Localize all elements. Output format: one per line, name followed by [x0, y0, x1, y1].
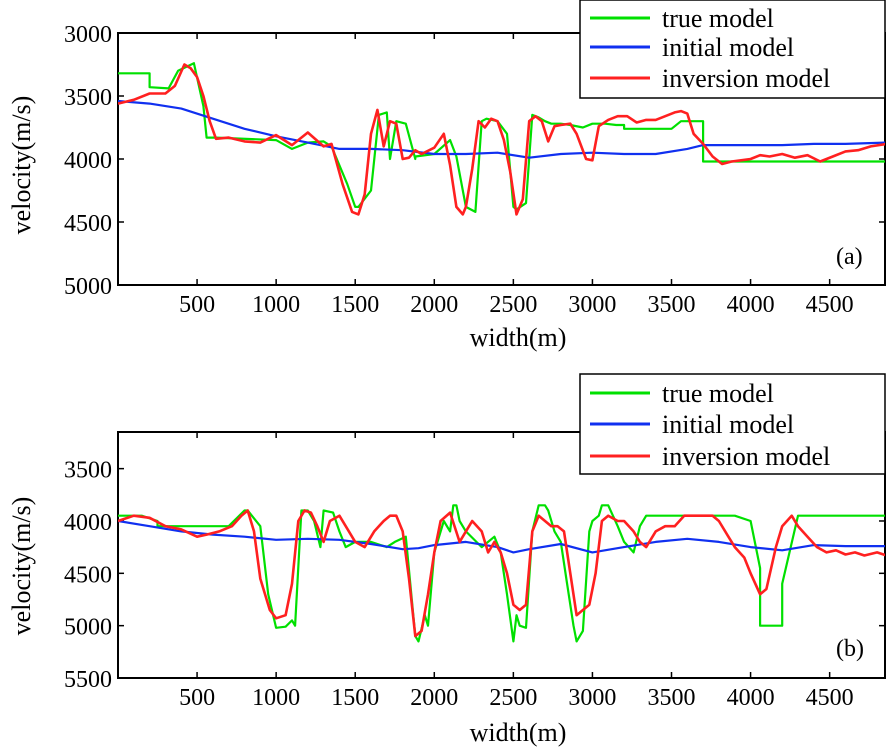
series-line-inversion-model-a — [118, 63, 885, 216]
x-tick-label-4000: 4000 — [727, 292, 775, 318]
x-tick-label-4000: 4000 — [727, 685, 775, 711]
x-tick-label-2500: 2500 — [489, 685, 537, 711]
y-tick-label-5500: 5500 — [64, 667, 112, 693]
panel-b: 500 1000 1500 2000 2500 3000 3500 4000 4500 3500 4… — [7, 373, 886, 747]
x-tick-label-1000: 1000 — [252, 292, 300, 318]
y-tick-label-4000: 4000 — [64, 148, 112, 174]
y-tick-label-3000: 3000 — [64, 22, 112, 48]
x-axis-label-b: width(m) — [470, 718, 567, 747]
series-line-initial-model-a — [118, 99, 885, 159]
x-tick-label-1500: 1500 — [331, 292, 379, 318]
y-tick-label-4500: 4500 — [64, 211, 112, 237]
legend-label-true-a: true model — [662, 4, 774, 33]
legend-label-initial-b: initial model — [662, 410, 794, 439]
y-tick-label-5000: 5000 — [64, 274, 112, 300]
ticks-a: 500 1000 1500 2000 2500 3000 3500 4000 4500 3000 3… — [64, 22, 885, 318]
y-axis-label-b: velocity(m/s) — [7, 497, 36, 636]
x-tick-label-2000: 2000 — [410, 292, 458, 318]
x-tick-label-500: 500 — [179, 292, 215, 318]
y-tick-label-3500: 3500 — [64, 458, 112, 484]
legend-label-true-b: true model — [662, 379, 774, 408]
x-axis-label-a: width(m) — [470, 323, 567, 352]
y-tick-label-4500: 4500 — [64, 562, 112, 588]
x-tick-label-2000: 2000 — [410, 685, 458, 711]
y-tick-label-5000: 5000 — [64, 615, 112, 641]
panel-label-b: (b) — [836, 636, 864, 662]
legend-label-initial-a: initial model — [662, 33, 794, 62]
legend-b: true model initial model inversion model — [579, 373, 886, 475]
legend-a: true model initial model inversion model — [579, 0, 886, 99]
x-tick-label-4500: 4500 — [806, 685, 854, 711]
legend-label-inversion-b: inversion model — [662, 442, 830, 471]
x-tick-label-3500: 3500 — [648, 292, 696, 318]
x-tick-label-1500: 1500 — [331, 685, 379, 711]
panel-label-a: (a) — [836, 244, 863, 270]
series-a — [118, 62, 885, 216]
x-tick-label-500: 500 — [179, 685, 215, 711]
x-tick-label-4500: 4500 — [806, 292, 854, 318]
ticks-b: 500 1000 1500 2000 2500 3000 3500 4000 4500 3500 4… — [64, 432, 885, 711]
y-tick-label-3500: 3500 — [64, 85, 112, 111]
x-tick-label-3000: 3000 — [568, 292, 616, 318]
x-tick-label-3500: 3500 — [648, 685, 696, 711]
y-tick-label-4000: 4000 — [64, 510, 112, 536]
panel-a: 500 1000 1500 2000 2500 3000 3500 4000 4500 3000 3… — [7, 0, 886, 352]
legend-label-inversion-a: inversion model — [662, 64, 830, 93]
x-tick-label-2500: 2500 — [489, 292, 537, 318]
legend-box-a — [579, 0, 886, 99]
x-tick-label-1000: 1000 — [252, 685, 300, 711]
x-tick-label-3000: 3000 — [568, 685, 616, 711]
series-line-inversion-model-b — [118, 509, 885, 638]
y-axis-label-a: velocity(m/s) — [7, 96, 36, 235]
series-b — [118, 504, 885, 643]
